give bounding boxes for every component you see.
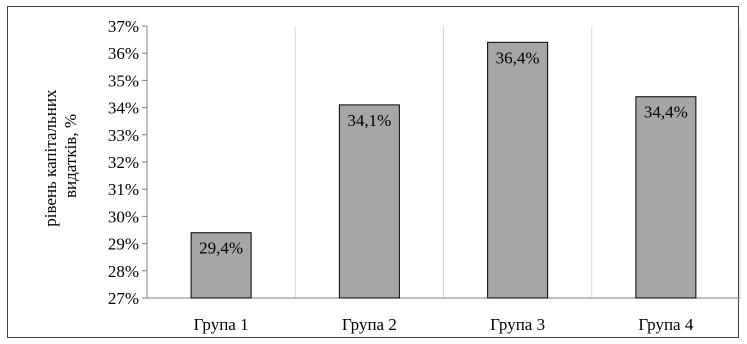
x-tick-label: Група 2 [342,315,397,334]
y-axis-label: рівень капітальних видатків, % [41,85,80,226]
y-tick-label: 31% [108,180,139,199]
data-label: 34,1% [347,111,391,130]
data-labels: 29,4% 34,1% 36,4% 34,4% [199,48,688,257]
y-tick-label: 30% [108,207,139,226]
y-tick-label: 37% [108,17,139,36]
data-label: 34,4% [644,103,688,122]
y-axis-label-line-2: видатків, % [61,114,80,198]
y-tick-label: 27% [108,289,139,308]
y-axis-label-line-1: рівень капітальних [41,89,60,227]
data-label: 36,4% [496,48,540,67]
data-label: 29,4% [199,239,243,258]
y-tick-label: 28% [108,262,139,281]
y-tick-label: 35% [108,71,139,90]
y-tick-label: 36% [108,44,139,63]
y-tick-label: 29% [108,235,139,254]
bar [190,232,252,299]
bars-layer [190,41,697,299]
y-tick-label: 34% [108,99,139,118]
bar [635,96,697,299]
x-tick-label: Група 1 [194,315,249,334]
x-tick-label: Група 4 [638,315,693,334]
y-tick-labels: 27% 28% 29% 30% 31% 32% 33% 34% 35% 36% 37% [108,17,139,308]
bar [338,104,400,299]
y-tick-label: 33% [108,126,139,145]
y-tick-label: 32% [108,153,139,172]
bar [487,41,549,299]
x-tick-label: Група 3 [490,315,545,334]
x-tick-labels: Група 1 Група 2 Група 3 Група 4 [194,315,694,334]
